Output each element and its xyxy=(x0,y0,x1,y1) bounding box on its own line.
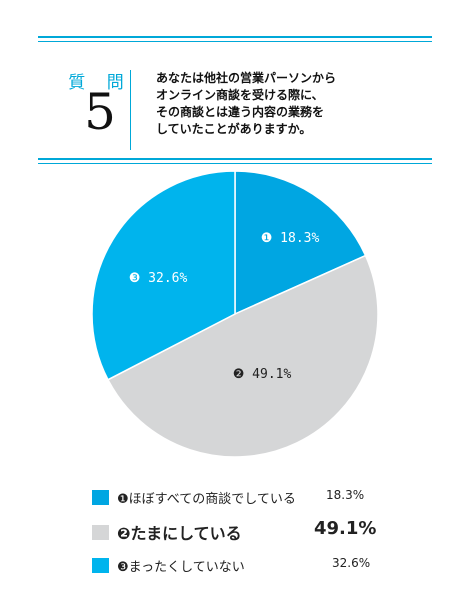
legend-item-2: ❷たまにしている xyxy=(92,520,242,544)
legend-label-3: ❸まったくしていない xyxy=(117,560,245,575)
pie-slice-2 xyxy=(106,254,379,458)
pie-slice-3 xyxy=(91,170,236,381)
bottom-rule-1 xyxy=(38,158,432,160)
pie-chart: ❶ 18.3% ❷ 49.1% ❸ 32.6% xyxy=(91,170,379,458)
top-rule-2 xyxy=(38,41,432,42)
pie-slice-1 xyxy=(234,170,367,316)
legend-value-3: 32.6% xyxy=(332,556,371,570)
top-rule-1 xyxy=(38,36,432,38)
question-text: あなたは他社の営業パーソンから オンライン商談を受ける際に、 その商談とは違う内… xyxy=(156,71,337,136)
legend-label-2: ❷たまにしている xyxy=(117,524,242,543)
pie-label-1: ❶ 18.3% xyxy=(261,231,320,246)
legend-label-1: ❶ほぼすべての商談でしている xyxy=(117,492,296,507)
legend-item-1: ❶ほぼすべての商談でしている xyxy=(92,488,296,507)
pie-label-2: ❷ 49.1% xyxy=(233,367,292,382)
legend-value-1: 18.3% xyxy=(326,488,365,502)
legend-swatch-3 xyxy=(92,558,109,573)
question-number: 5 xyxy=(84,83,116,141)
legend-swatch-2 xyxy=(92,524,109,540)
header-divider xyxy=(130,70,131,150)
legend-swatch-1 xyxy=(92,490,109,505)
pie-label-3: ❸ 32.6% xyxy=(129,271,188,286)
legend-item-3: ❸まったくしていない xyxy=(92,556,245,575)
legend-value-2: 49.1% xyxy=(314,518,377,539)
question-header: 質 問 5 あなたは他社の営業パーソンから オンライン商談を受ける際に、 その商… xyxy=(38,40,432,160)
question-label: 質 問 xyxy=(68,73,132,93)
bottom-rule-2 xyxy=(38,163,432,164)
